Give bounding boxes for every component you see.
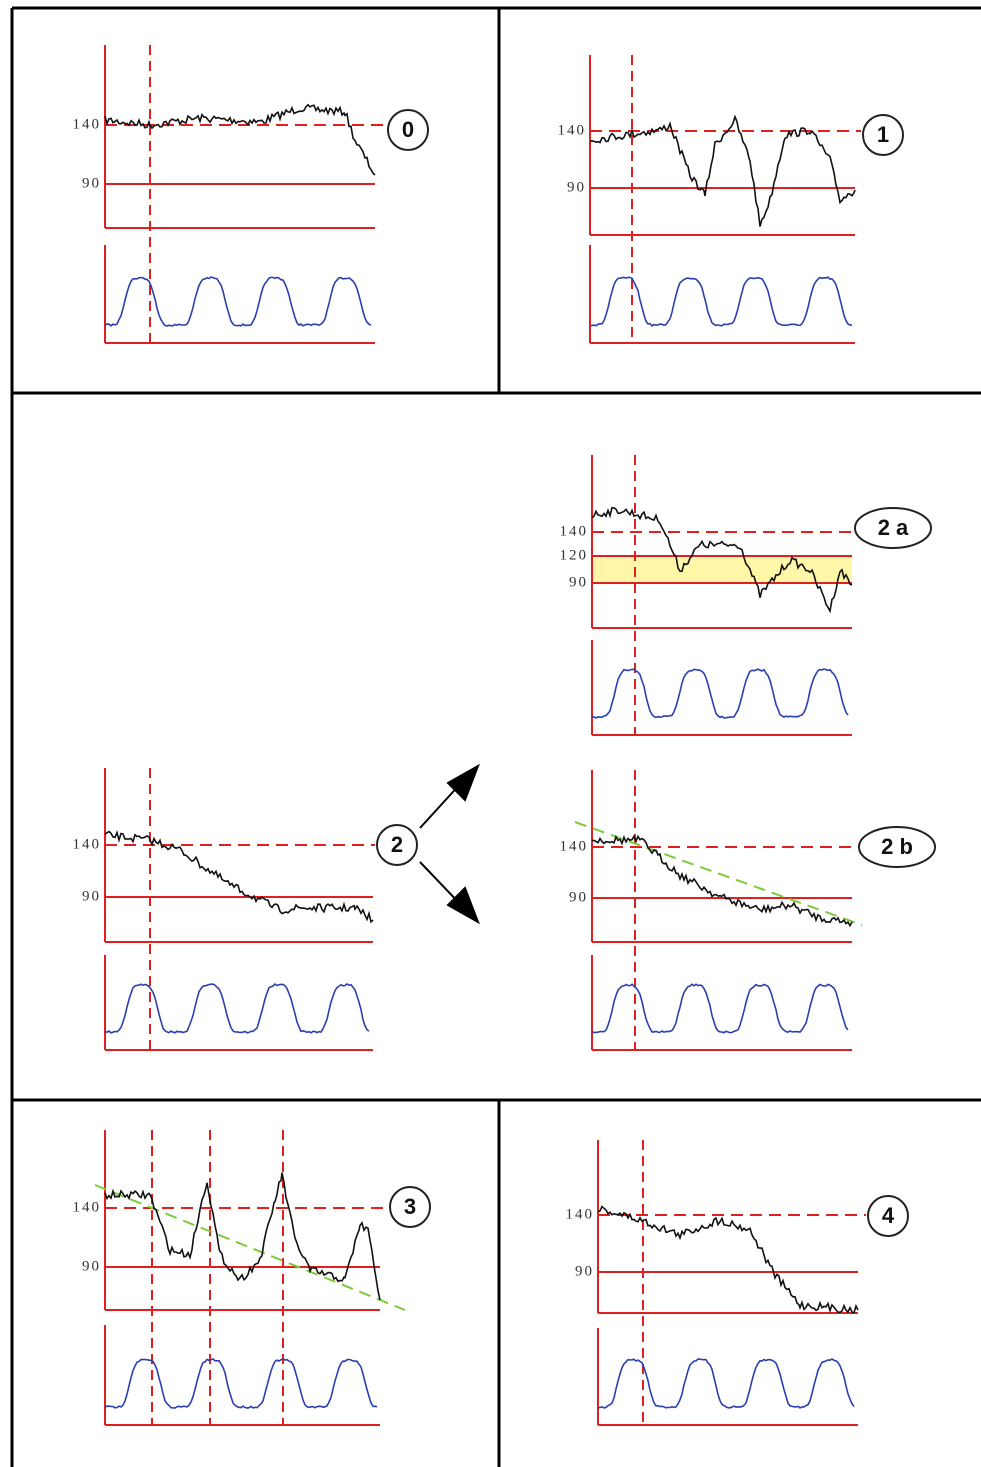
trend-line bbox=[94, 1184, 406, 1311]
fhr-panel: 140 90 3 bbox=[73, 1130, 431, 1426]
tick-label: 140 bbox=[560, 523, 589, 539]
fhr-panel: 140 90 2 b bbox=[560, 770, 936, 1051]
tick-label: 90 bbox=[575, 1263, 594, 1279]
pattern-label: 2 bbox=[391, 832, 403, 857]
label-badge bbox=[858, 826, 936, 868]
tick-label: 90 bbox=[82, 175, 101, 191]
tick-label: 90 bbox=[82, 1258, 101, 1274]
tick-label: 140 bbox=[73, 1199, 102, 1215]
trend-line bbox=[574, 821, 863, 926]
label-badge bbox=[387, 109, 429, 151]
tick-label: 120 bbox=[560, 547, 589, 563]
tick-label: 140 bbox=[73, 836, 102, 852]
contraction-trace bbox=[591, 668, 849, 719]
fhr-panel: 140 90 0 bbox=[73, 45, 429, 344]
tick-label: 90 bbox=[567, 179, 586, 195]
fhr-panel: 140 90 2 bbox=[73, 768, 418, 1051]
fhr-trace bbox=[591, 834, 853, 928]
fhr-trace bbox=[104, 1172, 381, 1301]
tick-label: 90 bbox=[82, 888, 101, 904]
normal-band bbox=[592, 556, 852, 583]
fhr-trace bbox=[104, 830, 374, 924]
pattern-label: 2 a bbox=[878, 515, 909, 540]
tick-label: 140 bbox=[560, 838, 589, 854]
fhr-panel: 140 90 1 bbox=[558, 55, 904, 344]
fhr-trace bbox=[597, 1205, 859, 1315]
contraction-trace bbox=[589, 276, 853, 327]
label-badge bbox=[862, 114, 904, 156]
arrows bbox=[419, 763, 480, 925]
pattern-label: 2 b bbox=[881, 834, 913, 859]
tick-label: 140 bbox=[566, 1206, 595, 1222]
fhr-trace bbox=[589, 114, 856, 227]
label-badge bbox=[854, 507, 932, 549]
label-badge bbox=[867, 1195, 909, 1237]
tick-label: 140 bbox=[558, 122, 587, 138]
contraction-trace bbox=[597, 1358, 855, 1409]
pattern-label: 4 bbox=[882, 1203, 895, 1228]
panel-borders bbox=[10, 6, 981, 1467]
tick-label: 90 bbox=[569, 889, 588, 905]
contraction-trace bbox=[591, 983, 849, 1034]
contraction-trace bbox=[104, 1358, 378, 1409]
contraction-trace bbox=[104, 276, 372, 327]
label-badge bbox=[389, 1186, 431, 1228]
pattern-label: 3 bbox=[404, 1194, 416, 1219]
fhr-trace bbox=[591, 506, 853, 614]
fhr-panel: 140 120 90 2 a bbox=[560, 455, 932, 736]
tick-label: 90 bbox=[569, 574, 588, 590]
tick-label: 140 bbox=[73, 116, 102, 132]
pattern-label: 0 bbox=[402, 117, 414, 142]
pattern-label: 1 bbox=[877, 122, 889, 147]
fhr-trace bbox=[104, 103, 376, 176]
label-badge bbox=[376, 824, 418, 866]
fhr-panel: 140 90 4 bbox=[566, 1140, 909, 1426]
contraction-trace bbox=[104, 982, 370, 1034]
